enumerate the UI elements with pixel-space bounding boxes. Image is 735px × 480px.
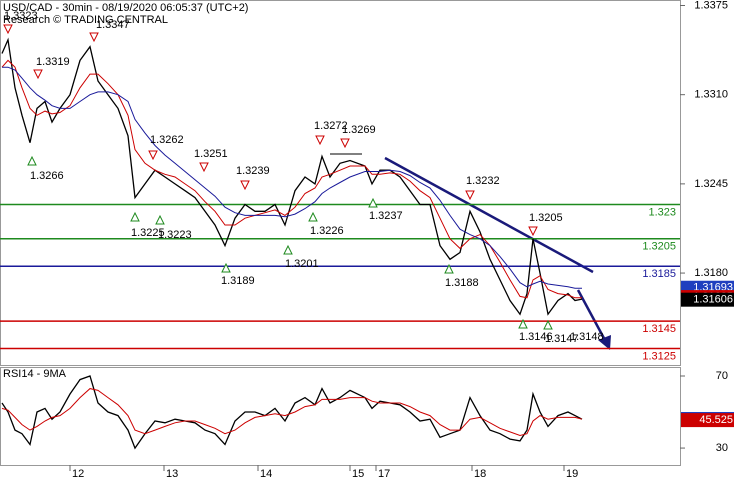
annotation-label: 1.3347	[96, 19, 130, 31]
x-tick-label: 18	[474, 468, 486, 480]
level-label: 1.3205	[642, 241, 676, 253]
arrow-head	[598, 335, 611, 350]
level-label: 1.3125	[642, 350, 676, 362]
price-tag	[681, 413, 734, 428]
annotation-label: 1.3189	[221, 275, 255, 287]
trend-line	[384, 156, 594, 274]
peak-marker	[340, 138, 350, 149]
peak-marker	[3, 24, 13, 35]
trough-marker	[283, 244, 293, 255]
series-line	[2, 66, 582, 289]
annotation-label: 1.3319	[36, 56, 70, 68]
annotation-label: 1.3205	[529, 212, 563, 224]
price-tag-label: 45.525	[699, 414, 733, 426]
trough-marker	[308, 211, 318, 222]
annotation-label: 1.3148	[570, 331, 604, 343]
annotation-label: 1.3323	[4, 10, 38, 22]
annotation-label: 1.3269	[342, 124, 376, 136]
peak-marker	[199, 162, 209, 173]
peak-marker	[89, 32, 99, 43]
x-tick-label: 15	[352, 468, 364, 480]
series-line	[1, 375, 583, 450]
annotation-label: 1.3146	[519, 331, 553, 343]
price-panel	[0, 0, 681, 366]
series-line	[1, 59, 582, 299]
y-tick-label: 30	[716, 442, 728, 454]
rsi-panel	[0, 367, 681, 466]
price-tag	[681, 292, 734, 307]
annotation-label: 1.3239	[236, 165, 270, 177]
price-tag-label: 1.31606	[693, 294, 733, 306]
chart-title: USD/CAD - 30min - 08/19/2020 06:05:37 (U…	[3, 2, 248, 14]
annotation-label: 1.3226	[310, 225, 344, 237]
annotation-label: 1.3188	[445, 277, 479, 289]
trough-marker	[444, 263, 454, 274]
peak-marker	[465, 190, 475, 201]
peak-marker	[528, 226, 538, 237]
trough-marker	[518, 318, 528, 329]
annotation-label: 1.3147	[545, 333, 579, 345]
annotation-label: 1.3262	[150, 134, 184, 146]
x-tick-label: 14	[260, 468, 272, 480]
series-line	[1, 388, 583, 437]
annotation-label: 1.3237	[369, 210, 403, 222]
series-line	[1, 37, 583, 316]
trough-marker	[27, 155, 37, 166]
trough-marker	[543, 319, 553, 330]
arrow-shaft	[576, 289, 608, 343]
x-tick-label: 19	[566, 468, 578, 480]
trough-marker	[130, 211, 140, 222]
annotation-label: 1.3251	[194, 148, 228, 160]
y-tick-label: 70	[716, 370, 728, 382]
peak-marker	[315, 135, 325, 146]
annotation-label: 1.3225	[131, 227, 165, 239]
trough-marker	[221, 262, 231, 273]
x-tick-label: 12	[72, 468, 84, 480]
trough-marker	[155, 214, 165, 225]
annotation-label: 1.3223	[158, 229, 192, 241]
x-tick-label: 13	[166, 468, 178, 480]
y-tick-label: 1.3310	[694, 89, 728, 101]
x-tick-label: 17	[378, 468, 390, 480]
peak-marker	[33, 69, 43, 80]
trough-marker	[368, 197, 378, 208]
peak-marker	[240, 180, 250, 191]
y-tick-label: 1.3245	[694, 178, 728, 190]
annotation-label: 1.3272	[314, 120, 348, 132]
level-label: 1.3185	[642, 268, 676, 280]
rsi-title: RSI14 - 9MA	[3, 368, 67, 380]
y-tick-label: 1.3375	[694, 0, 728, 11]
annotation-label: 1.3232	[466, 175, 500, 187]
chart-subtitle: Research © TRADING CENTRAL	[3, 14, 168, 26]
annotation-label: 1.3266	[30, 170, 64, 182]
annotation-label: 1.3201	[285, 258, 319, 270]
y-tick-label: 1.3180	[694, 267, 728, 279]
level-label: 1.3145	[642, 323, 676, 335]
level-label: 1.323	[648, 206, 676, 218]
peak-marker	[148, 150, 158, 161]
